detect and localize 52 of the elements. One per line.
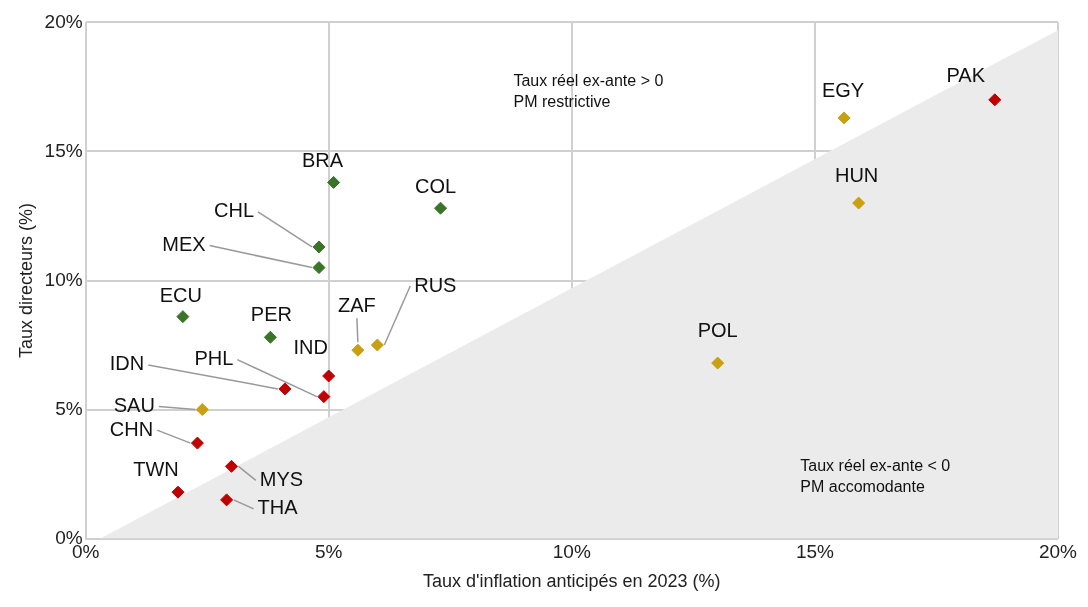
point — [434, 201, 448, 215]
annotation: THA — [257, 496, 299, 519]
point — [312, 261, 326, 275]
annotation: PHL — [194, 347, 234, 370]
point — [312, 240, 326, 254]
point — [195, 403, 209, 417]
annotation: POL — [697, 318, 738, 341]
annotation: IND — [293, 335, 328, 358]
annotation: Taux réel ex-ante > 0 PM restrictive — [513, 72, 664, 111]
y-axis-title: Taux directeurs (%) — [15, 202, 36, 359]
point — [220, 493, 234, 507]
annotation: MEX — [162, 233, 206, 256]
point — [278, 382, 292, 396]
point — [327, 175, 341, 189]
y-tick-label: 5% — [55, 397, 83, 419]
annotation: PAK — [946, 64, 986, 87]
x-tick-label: 20% — [1038, 541, 1078, 563]
annotation: TWN — [133, 457, 179, 480]
point — [171, 485, 185, 499]
annotation: ECU — [159, 284, 202, 307]
annotation: COL — [414, 174, 457, 197]
annotation: CHN — [109, 417, 154, 440]
point — [852, 196, 866, 210]
annotation: BRA — [302, 148, 344, 171]
annotation: SAU — [113, 394, 155, 417]
point — [190, 436, 204, 450]
annotation: RUS — [414, 273, 457, 296]
point — [176, 310, 190, 324]
point — [317, 390, 331, 404]
y-tick-label: 15% — [44, 139, 83, 161]
x-axis-title: Taux d'inflation anticipés en 2023 (%) — [422, 571, 721, 592]
annotation: IDN — [109, 352, 145, 375]
point — [370, 338, 384, 352]
annotation: CHL — [213, 199, 254, 222]
annotation: Taux réel ex-ante < 0 PM accomodante — [800, 457, 951, 495]
point — [322, 369, 336, 383]
point — [263, 330, 277, 344]
point — [711, 356, 725, 370]
point — [837, 111, 851, 125]
annotation: ZAF — [338, 293, 376, 316]
annotation: MYS — [259, 467, 304, 490]
x-tick-label: 15% — [795, 541, 835, 563]
point — [988, 93, 1002, 107]
y-tick-label: 10% — [44, 268, 83, 290]
point — [351, 343, 365, 357]
y-tick-label: 20% — [44, 10, 83, 32]
point — [224, 459, 238, 473]
annotation: HUN — [834, 163, 879, 186]
annotation: EGY — [821, 79, 865, 102]
annotation: PER — [250, 302, 292, 325]
x-tick-label: 5% — [314, 541, 343, 563]
x-tick-label: 10% — [552, 541, 591, 563]
